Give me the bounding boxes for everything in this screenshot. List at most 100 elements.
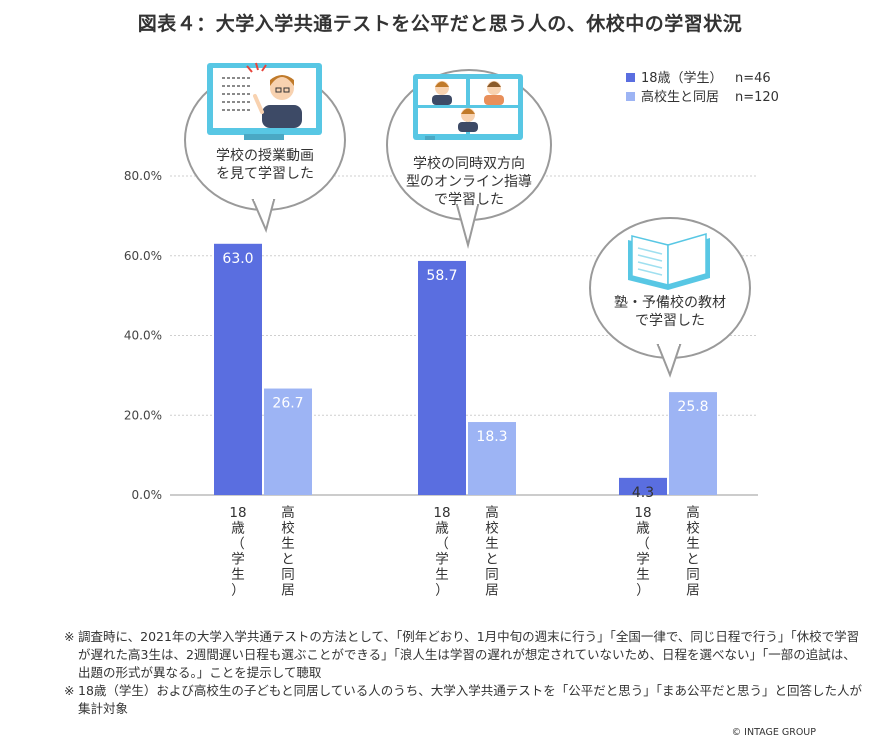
monitor-corner	[425, 136, 435, 140]
data-label: 4.3	[632, 485, 654, 501]
student-hair	[435, 81, 449, 87]
x-tick-label: ）	[231, 583, 245, 599]
callout-text: 学校の同時双方向	[413, 155, 525, 172]
x-tick-label: と	[686, 552, 700, 568]
x-tick-label: 学	[435, 552, 449, 568]
legend: 18歳（学生） n=46 高校生と同居 n=120	[626, 70, 779, 105]
x-tick-label: と	[281, 552, 295, 568]
online-class-icon	[413, 74, 523, 140]
student-body	[458, 122, 478, 132]
book-text-line	[637, 268, 663, 276]
x-tick-label: 学	[231, 552, 245, 568]
x-tick-label: 同	[686, 567, 700, 583]
bubble-tail	[656, 344, 682, 378]
student-hair	[487, 81, 501, 87]
teacher-monitor-icon	[207, 62, 322, 140]
y-axis: 0.0% 20.0% 40.0% 60.0% 80.0%	[124, 169, 162, 502]
glasses	[275, 87, 282, 93]
callout-text: 型のオンライン指導	[406, 174, 532, 190]
teacher-body	[262, 105, 302, 128]
book-page-right	[667, 233, 707, 286]
teacher-hair	[270, 75, 294, 86]
legend-n: n=120	[735, 90, 779, 105]
copyright: © INTAGE GROUP	[731, 727, 816, 738]
student-hair	[461, 108, 475, 114]
x-tick-label: 同	[281, 567, 295, 583]
legend-label: 高校生と同居	[641, 89, 719, 105]
note-mark: ※	[64, 629, 75, 644]
video-cell	[418, 108, 466, 134]
monitor-stand	[244, 134, 284, 140]
x-tick-label: 18	[229, 505, 246, 521]
data-label: 26.7	[272, 396, 303, 412]
callout-text: で学習した	[635, 313, 705, 329]
book-text-line	[637, 254, 663, 262]
legend-swatch	[626, 92, 635, 101]
x-tick-label: 生	[636, 567, 650, 583]
emphasis-marks	[246, 62, 267, 73]
footnotes: ※ 調査時に、2021年の大学入学共通テストの方法として、「例年どおり、1月中旬…	[64, 628, 864, 718]
y-tick-label: 0.0%	[132, 488, 163, 502]
x-tick-label: 校	[686, 520, 700, 537]
note-mark: ※	[64, 683, 75, 698]
data-label: 63.0	[222, 251, 253, 267]
callout-text: で学習した	[434, 192, 504, 208]
x-tick-label: （	[636, 536, 650, 552]
x-tick-label: 歳	[231, 521, 245, 537]
legend-n: n=46	[735, 71, 771, 86]
y-tick-label: 40.0%	[124, 329, 162, 343]
page-title: 図表４：大学入学共通テストを公平だと思う人の、休校中の学習状況	[137, 13, 743, 35]
x-tick-label: 高	[485, 504, 499, 521]
x-tick-label: 生	[485, 536, 499, 552]
x-tick-label: 学	[636, 552, 650, 568]
x-tick-label: （	[231, 536, 245, 552]
x-tick-label: と	[485, 552, 499, 568]
book-text-line	[637, 247, 663, 255]
bubble-tail	[251, 199, 276, 234]
data-label: 25.8	[677, 399, 708, 415]
callout-text: を見て学習した	[216, 166, 314, 182]
x-tick-label: ）	[435, 583, 449, 599]
footnote: ※ 調査時に、2021年の大学入学共通テストの方法として、「例年どおり、1月中旬…	[64, 628, 864, 682]
x-tick-label: 生	[281, 536, 295, 552]
x-tick-label: ）	[636, 583, 650, 599]
x-tick-label: （	[435, 536, 449, 552]
y-tick-label: 20.0%	[124, 408, 162, 422]
book-page-left	[631, 235, 669, 286]
bar	[418, 260, 466, 495]
bar	[468, 422, 516, 495]
bars: 63.0 26.7 58.7 18.3 4.3 25.8	[214, 243, 717, 501]
x-tick-label: 18	[433, 505, 450, 521]
y-tick-label: 80.0%	[124, 169, 162, 183]
note-text: 調査時に、2021年の大学入学共通テストの方法として、「例年どおり、1月中旬の週…	[78, 629, 860, 680]
x-tick-label: 生	[231, 567, 245, 583]
bubble-tail	[455, 204, 480, 249]
callout-text: 学校の授業動画	[216, 147, 314, 164]
bar	[264, 388, 312, 495]
x-tick-label: 居	[485, 583, 499, 599]
footnote: ※ 18歳（学生）および高校生の子どもと同居している人のうち、大学入学共通テスト…	[64, 682, 864, 718]
x-tick-label: 居	[686, 583, 700, 599]
legend-label: 18歳（学生）	[641, 70, 723, 86]
x-tick-label: 18	[634, 505, 651, 521]
glasses	[283, 87, 290, 93]
bar	[619, 477, 667, 495]
video-cell	[470, 108, 518, 134]
data-label: 18.3	[476, 429, 507, 445]
x-tick-label: 生	[686, 536, 700, 552]
student-body	[484, 95, 504, 105]
callout-text: 塾・予備校の教材	[614, 294, 726, 311]
x-tick-label: 高	[281, 504, 295, 521]
x-tick-label: 同	[485, 567, 499, 583]
x-tick-label: 生	[435, 567, 449, 583]
legend-swatch	[626, 73, 635, 82]
bar	[669, 392, 717, 495]
bar-chart: 0.0%20.0%40.0%60.0%80.0% 学校の授業動画を見て学習した学…	[124, 62, 779, 599]
bar	[214, 243, 262, 495]
callout-bubbles: 学校の授業動画を見て学習した学校の同時双方向型のオンライン指導で学習した塾・予備…	[184, 62, 751, 378]
book-text-line	[637, 261, 663, 269]
note-text: 18歳（学生）および高校生の子どもと同居している人のうち、大学入学共通テストを「…	[78, 683, 863, 716]
teacher-face	[270, 76, 294, 100]
